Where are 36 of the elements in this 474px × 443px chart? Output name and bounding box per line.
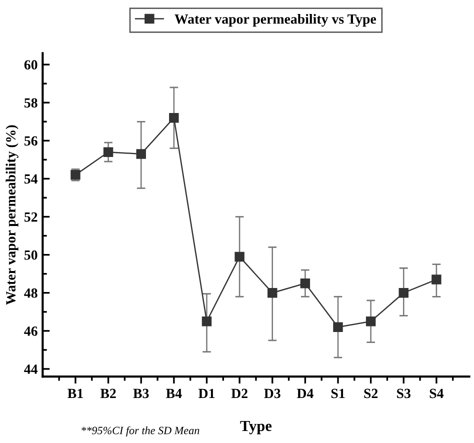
text: **95%CI for the SD Mean: [82, 426, 200, 437]
y-axis-title: Water vapor permeability (%): [6, 125, 18, 305]
x-tick-label: B2: [100, 388, 116, 398]
x-tick-label: B4: [166, 388, 182, 398]
x-tick-label: S4: [430, 388, 444, 398]
point: [103, 147, 114, 157]
point: [398, 288, 408, 298]
x-tick-label: B3: [133, 388, 149, 398]
x-tick-label: S1: [331, 388, 345, 398]
y-tick-label: 54: [24, 174, 38, 184]
y-tick-label: 58: [24, 98, 38, 108]
point: [432, 274, 442, 284]
x-tick-label: D3: [264, 388, 280, 398]
x-axis-title: Type: [240, 420, 272, 434]
y-tick-label: 50: [24, 250, 38, 260]
y-tick-label: 46: [24, 326, 38, 336]
legend-label: Water vapor permeability vs Type: [174, 14, 376, 27]
x-tick-label: S2: [364, 388, 378, 398]
point: [202, 316, 212, 326]
point: [333, 322, 343, 332]
y-tick-label: 60: [24, 60, 38, 70]
point: [300, 278, 310, 288]
y-tick-label: 48: [24, 288, 38, 298]
y-tick-label: 52: [24, 212, 38, 222]
x-tick-label: S3: [397, 388, 410, 398]
point: [234, 252, 244, 262]
x-tick-label: D4: [296, 388, 314, 398]
y-tick-label: 56: [24, 136, 38, 146]
x-tick-label: B1: [68, 388, 83, 398]
point: [268, 288, 278, 298]
x-tick-label: D2: [231, 388, 248, 398]
x-tick-label: D1: [198, 388, 215, 398]
point: [169, 112, 179, 123]
point: [136, 149, 146, 159]
point: [366, 316, 376, 326]
y-tick-label: 44: [24, 364, 38, 374]
